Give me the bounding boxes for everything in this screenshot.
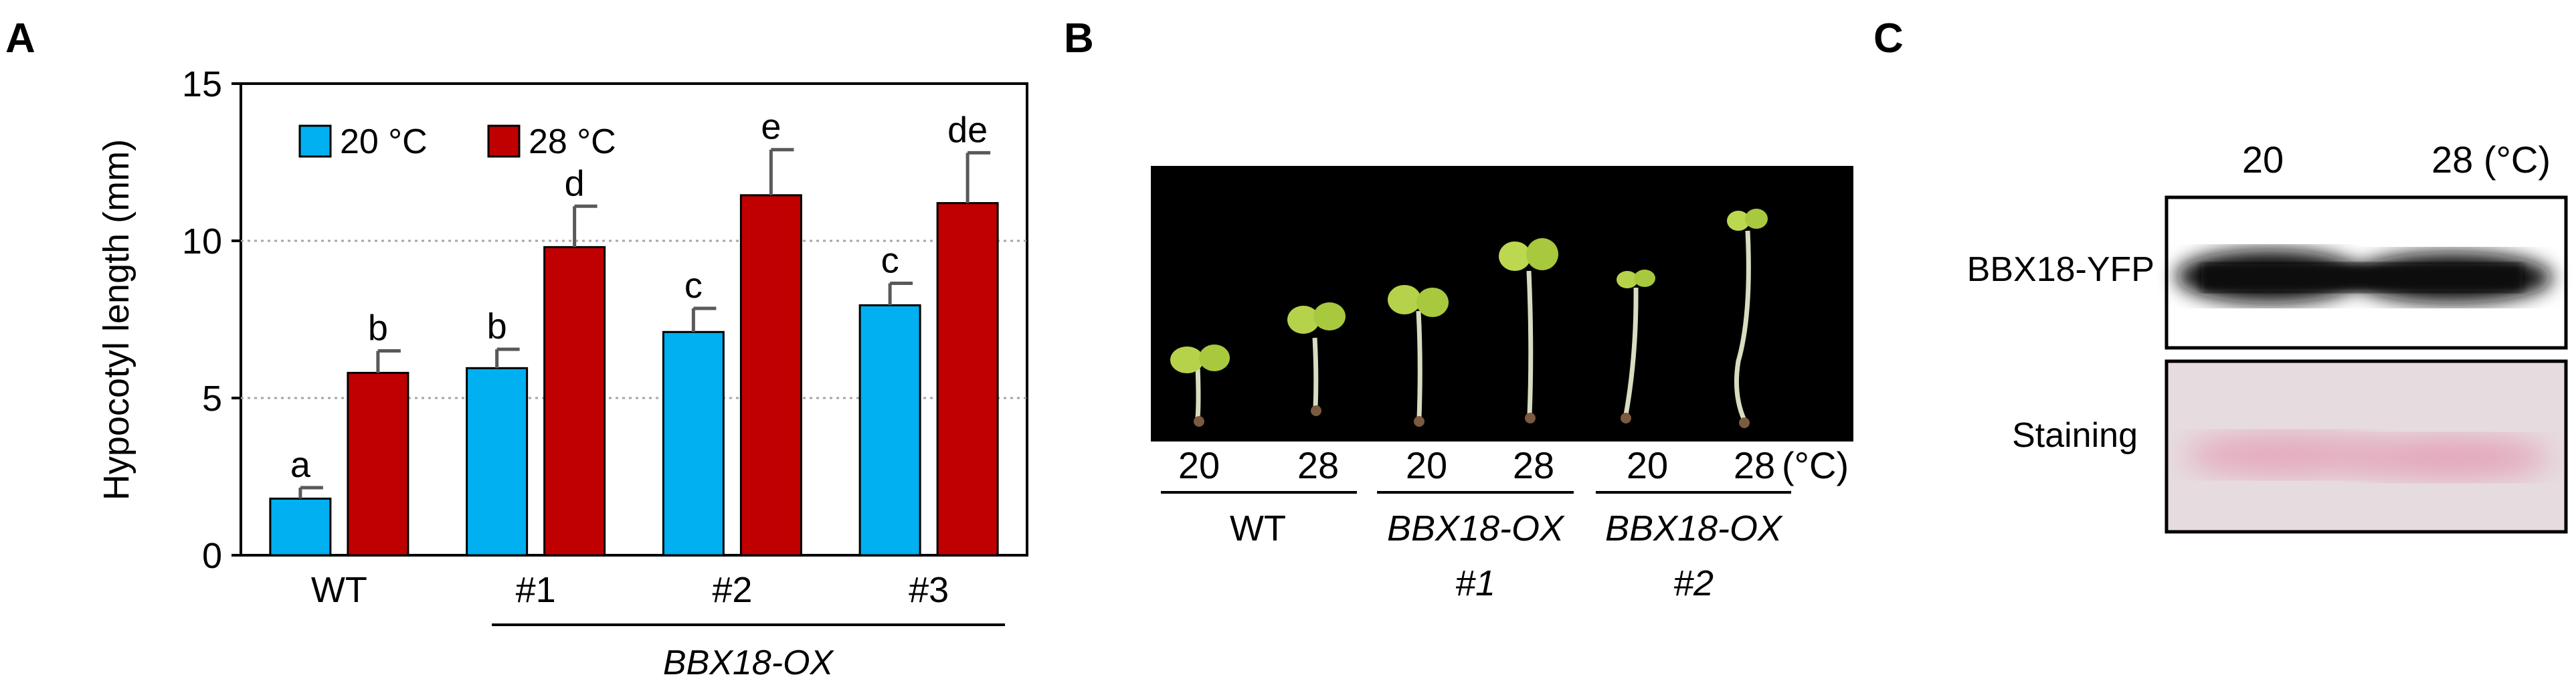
y-tick-label: 15 bbox=[182, 64, 222, 104]
y-tick-label: 10 bbox=[182, 221, 222, 262]
bar-line3-s0 bbox=[858, 304, 921, 557]
x-tick-label: #1 bbox=[516, 570, 556, 610]
x-tick-label: #2 bbox=[712, 570, 752, 610]
seedling-ox1-20 bbox=[1388, 285, 1449, 427]
temp-label-wt-28: 28 bbox=[1297, 444, 1339, 486]
y-ticks: 0 5 10 15 bbox=[182, 64, 241, 576]
x-tick-label: #3 bbox=[909, 570, 949, 610]
temp-label-wt-20: 20 bbox=[1178, 444, 1220, 486]
genotype-ox1: BBX18-OX bbox=[1387, 508, 1565, 549]
significance-letter: c bbox=[684, 266, 703, 306]
x-tick-labels: WT #1 #2 #3 bbox=[311, 570, 949, 610]
seedling-ox1-28 bbox=[1499, 238, 1558, 423]
bar-chart-a: 0 5 10 15 a b b d c e c de WT #1 #2 #3 Hypocotyl leng… bbox=[96, 64, 1028, 682]
temp-label-ox2-28: 28 bbox=[1734, 444, 1775, 486]
staining-membrane bbox=[2165, 359, 2568, 534]
stain-band-28 bbox=[2349, 436, 2549, 479]
plot-frame bbox=[240, 82, 1028, 557]
legend-label-20: 20 °C bbox=[340, 122, 428, 161]
x-tick-label: WT bbox=[311, 570, 367, 610]
legend: 20 °C 28 °C bbox=[298, 122, 616, 161]
seedling-photo: 20 28 20 28 20 28 (°C) WT BBX18-OX #1 BB… bbox=[1151, 166, 1853, 603]
significance-letter: b bbox=[487, 306, 507, 347]
bar-line1-s0 bbox=[466, 367, 529, 557]
blot-col-28: 28 (°C) bbox=[2431, 138, 2551, 181]
significance-letters: a b b d c e c de bbox=[290, 107, 988, 485]
seedling-ox2-28 bbox=[1727, 209, 1768, 428]
genotype-ox2-line: #2 bbox=[1673, 563, 1714, 603]
bar-line3-s1 bbox=[936, 202, 999, 557]
panel-b-label: B bbox=[1064, 15, 1094, 62]
significance-letter: de bbox=[947, 110, 988, 150]
row-label-staining: Staining bbox=[2012, 416, 2138, 455]
legend-swatch-28 bbox=[487, 124, 521, 158]
row-label-blot: BBX18-YFP bbox=[1967, 250, 2154, 289]
error-bars bbox=[298, 148, 991, 499]
blot-band-core bbox=[2201, 264, 2522, 291]
seedling-ox2-20 bbox=[1617, 270, 1655, 423]
panel-c-label: C bbox=[1873, 15, 1904, 62]
group-label: BBX18-OX bbox=[663, 644, 835, 682]
blot-col-20: 20 bbox=[2242, 138, 2284, 181]
panel-a-label: A bbox=[5, 15, 35, 62]
y-tick-label: 0 bbox=[202, 536, 222, 576]
bar-WT-s1 bbox=[347, 371, 409, 557]
temp-unit: (°C) bbox=[1782, 444, 1849, 486]
legend-swatch-20 bbox=[298, 124, 332, 158]
temp-label-ox2-20: 20 bbox=[1627, 444, 1668, 486]
western-blot bbox=[2165, 195, 2568, 350]
bar-WT-s0 bbox=[269, 497, 332, 557]
significance-letter: b bbox=[368, 308, 388, 349]
significance-letter: d bbox=[565, 163, 585, 203]
stain-band-20 bbox=[2185, 433, 2385, 476]
temp-label-ox1-28: 28 bbox=[1513, 444, 1554, 486]
bar-line2-s1 bbox=[739, 194, 802, 557]
temp-label-ox1-20: 20 bbox=[1406, 444, 1447, 486]
seedling-wt-20 bbox=[1170, 345, 1230, 427]
seedling-wt-28 bbox=[1287, 302, 1346, 416]
genotype-wt: WT bbox=[1230, 508, 1286, 549]
bar-line1-s1 bbox=[543, 246, 606, 557]
significance-letter: e bbox=[761, 107, 781, 147]
legend-label-28: 28 °C bbox=[529, 122, 616, 161]
bar-line2-s0 bbox=[662, 330, 725, 557]
y-tick-label: 5 bbox=[202, 379, 222, 419]
y-axis-label: Hypocotyl length (mm) bbox=[96, 139, 136, 500]
significance-letter: a bbox=[290, 445, 311, 485]
genotype-ox1-line: #1 bbox=[1455, 563, 1495, 603]
bars bbox=[269, 194, 999, 557]
significance-letter: c bbox=[881, 240, 899, 280]
genotype-ox2: BBX18-OX bbox=[1605, 508, 1783, 549]
